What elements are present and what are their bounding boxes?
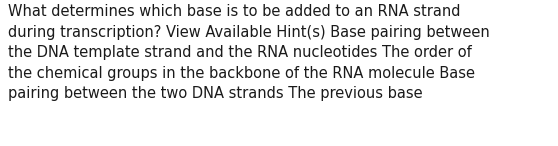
Text: What determines which base is to be added to an RNA strand
during transcription?: What determines which base is to be adde…: [8, 4, 490, 101]
